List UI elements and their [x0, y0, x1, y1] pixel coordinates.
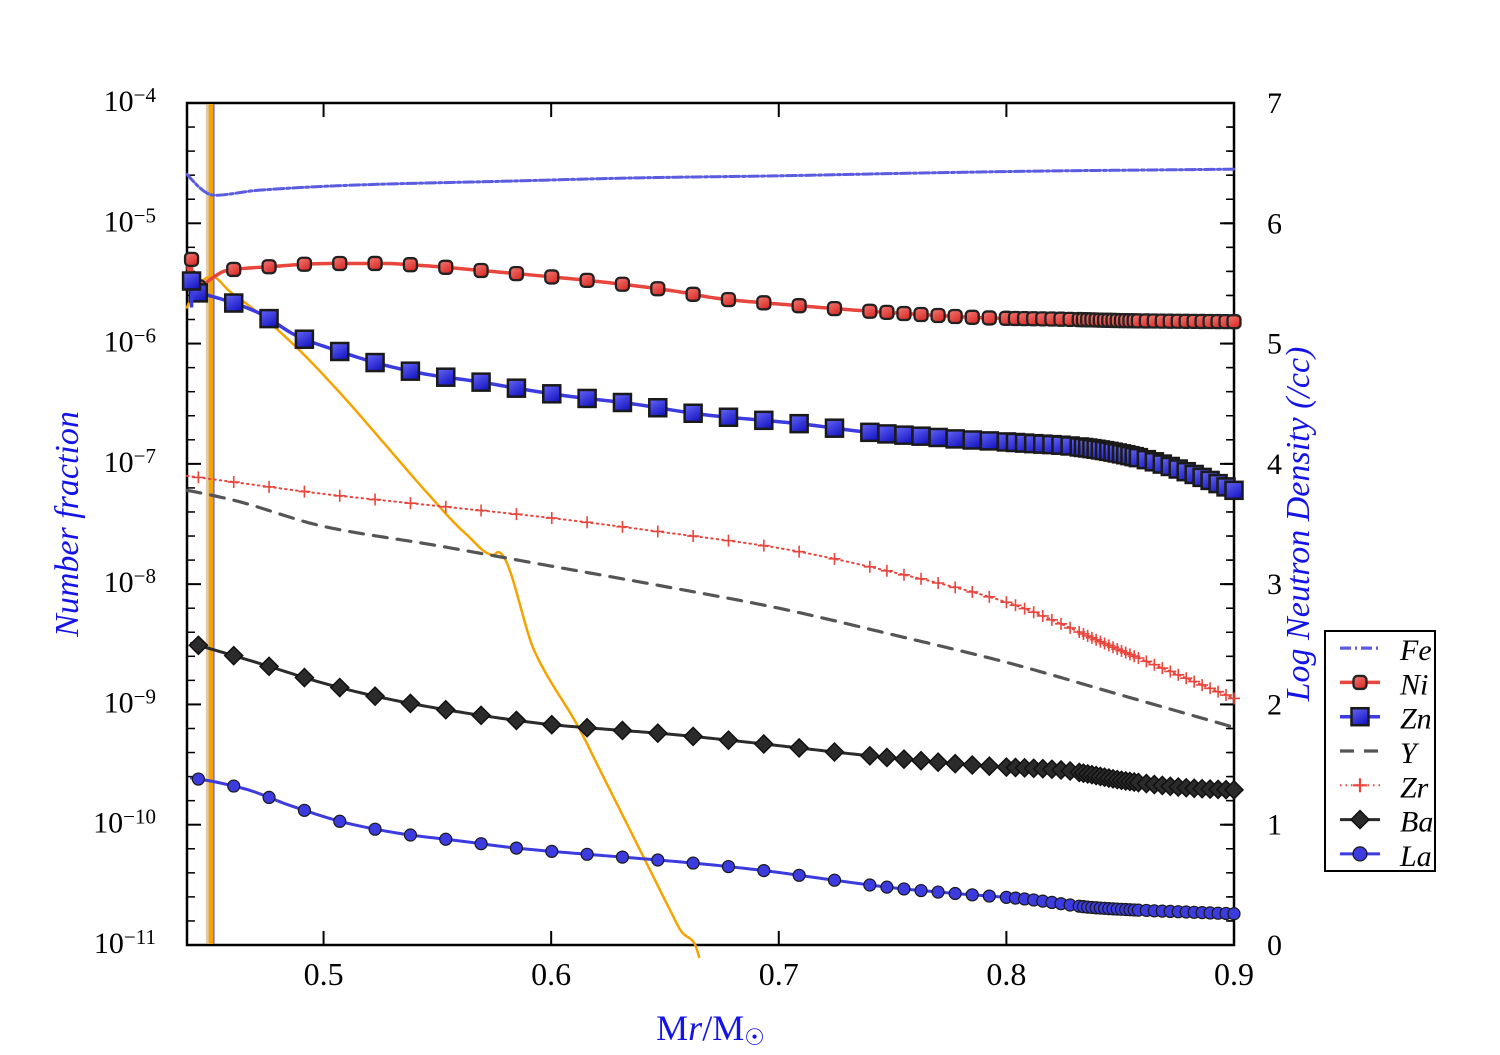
svg-text:6: 6	[1267, 207, 1282, 240]
svg-text:0.8: 0.8	[986, 956, 1026, 992]
svg-text:1: 1	[1267, 809, 1282, 842]
svg-text:Fe: Fe	[1399, 634, 1432, 667]
svg-text:0.9: 0.9	[1214, 956, 1254, 992]
svg-text:0.6: 0.6	[531, 956, 571, 992]
svg-text:Zn: Zn	[1400, 703, 1432, 736]
svg-text:Zr: Zr	[1400, 771, 1429, 804]
svg-text:Log Neutron Density (/cc): Log Neutron Density (/cc)	[1280, 347, 1317, 703]
svg-text:Ni: Ni	[1399, 668, 1428, 701]
svg-text:7: 7	[1267, 87, 1282, 120]
svg-text:0.7: 0.7	[759, 956, 799, 992]
svg-text:Number fraction: Number fraction	[49, 411, 86, 638]
svg-text:0: 0	[1267, 929, 1282, 962]
svg-text:La: La	[1399, 840, 1432, 873]
svg-text:Ba: Ba	[1400, 806, 1433, 839]
svg-text:0.5: 0.5	[304, 956, 344, 992]
